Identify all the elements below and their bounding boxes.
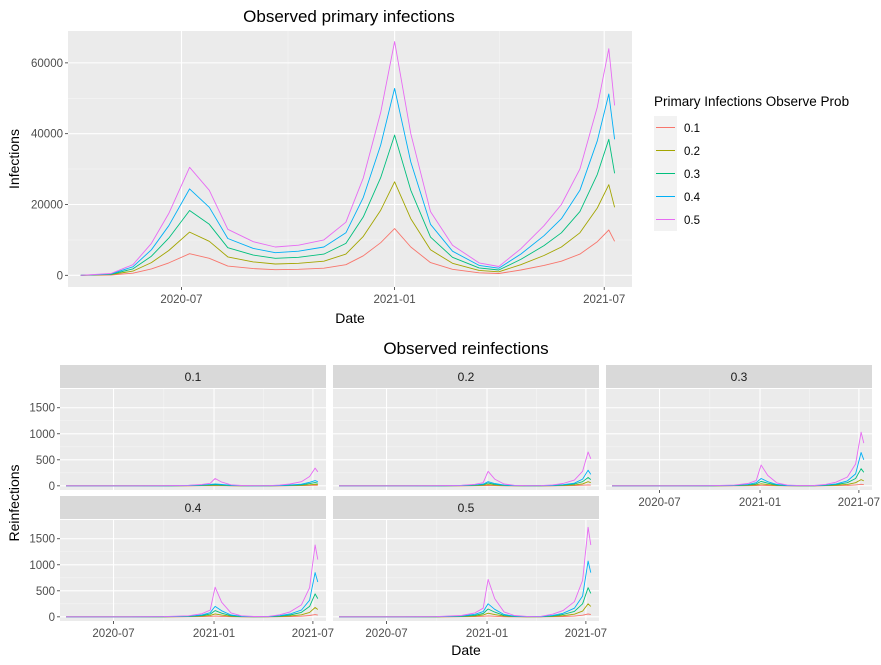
facet-panel-0.5: 0.5 2020-07 2021-01 2021-07 [333,496,607,640]
reinfections-facets: 0.1 0 500 1000 1500 0.2 0.3 2020-07 2021-01 2021-… [29,365,880,640]
series-line-0.1 [80,228,616,276]
facet-series-lines [339,526,592,618]
facet-strip-label: 0.4 [185,501,202,515]
legend-title: Primary Infections Observe Prob [654,94,849,109]
facet-strip [60,496,326,519]
series-line-0.5 [80,41,616,276]
primary-series-lines [80,41,616,276]
x-tick-label: 2021-07 [583,294,625,306]
legend-label: 0.5 [684,215,700,227]
series-line-0.5 [66,467,319,487]
x-tick-label: 2021-07 [292,628,334,640]
facet-panel-0.4: 0.4 0 500 1000 1500 2020-07 2021-01 2021-07 [29,496,334,640]
x-tick-label: 2020-07 [92,628,134,640]
primary-y-axis-title: Infections [6,129,22,189]
y-tick-label: 500 [36,455,55,467]
series-line-0.5 [612,431,865,487]
y-tick-label: 20000 [31,199,63,211]
series-line-0.4 [80,87,616,276]
facet-strip [333,365,599,388]
y-tick-label: 60000 [31,58,63,70]
series-line-0.5 [339,451,592,487]
facet-x-ticks: 2020-07 2021-01 2021-07 [92,621,334,640]
y-tick-label: 40000 [31,129,63,141]
legend-label: 0.1 [684,123,700,135]
facet-plot-panel [333,520,599,621]
facet-x-ticks: 2020-07 2021-01 2021-07 [365,621,607,640]
facet-gridlines [333,520,599,621]
x-tick-label: 2021-01 [373,294,415,306]
primary-gridlines [68,31,632,287]
x-tick-label: 2021-07 [838,497,880,509]
x-tick-label: 2020-07 [638,497,680,509]
y-tick-label: 1500 [29,534,55,546]
facet-plot-panel [60,389,326,490]
y-tick-label: 0 [49,612,55,624]
facet-strip [333,496,599,519]
x-tick-label: 2021-01 [193,628,235,640]
y-tick-label: 1000 [29,429,55,441]
facet-series-lines [339,451,592,487]
y-tick-label: 1500 [29,403,55,415]
primary-x-ticks: 2020-07 2021-01 2021-07 [160,287,625,306]
primary-chart-title: Observed primary infections [243,7,455,26]
reinfections-x-axis-title: Date [451,642,481,658]
primary-infections-chart: Observed primary infections 0 20000 40000 6… [6,7,849,326]
x-tick-label: 2021-01 [466,628,508,640]
primary-x-axis-title: Date [335,310,365,326]
facet-plot-panel [333,389,599,490]
legend-item-0.1: 0.1 [654,116,700,139]
legend-item-0.2: 0.2 [654,139,700,162]
facet-series-lines [66,544,319,618]
facet-panel-0.2: 0.2 [333,365,599,490]
facet-plot-panel [60,520,326,621]
facet-panel-0.1: 0.1 0 500 1000 1500 [29,365,326,493]
reinfections-chart: Observed reinfections 0.1 0 500 1000 1500 0.2… [6,339,880,658]
facet-series-lines [66,467,319,487]
primary-plot-panel [68,31,632,287]
facet-strip [60,365,326,388]
reinfections-y-axis-title: Reinfections [6,464,22,541]
series-line-0.5 [66,544,319,618]
facet-strip [606,365,872,388]
x-tick-label: 2021-01 [739,497,781,509]
facet-x-ticks: 2020-07 2021-01 2021-07 [638,490,880,509]
facet-y-ticks: 0 500 1000 1500 [29,534,60,624]
legend-item-0.4: 0.4 [654,185,701,208]
y-tick-label: 500 [36,586,55,598]
legend-item-0.3: 0.3 [654,162,700,185]
facet-y-ticks: 0 500 1000 1500 [29,403,60,493]
facet-strip-label: 0.3 [731,370,748,384]
facet-panel-0.3: 0.3 2020-07 2021-01 2021-07 [606,365,880,509]
facet-strip-label: 0.5 [458,501,475,515]
legend-label: 0.3 [684,169,700,181]
y-tick-label: 0 [57,270,63,282]
x-tick-label: 2020-07 [365,628,407,640]
y-tick-label: 1000 [29,560,55,572]
y-tick-label: 0 [49,481,55,493]
series-line-0.3 [80,134,616,276]
legend-item-0.5: 0.5 [654,208,700,231]
series-line-0.2 [80,181,616,276]
facet-plot-panel [606,389,872,490]
facet-strip-label: 0.2 [458,370,475,384]
series-line-0.5 [339,526,592,618]
facet-strip-label: 0.1 [185,370,202,384]
primary-y-ticks: 0 20000 40000 60000 [31,58,68,282]
x-tick-label: 2020-07 [160,294,202,306]
legend-label: 0.2 [684,146,700,158]
x-tick-label: 2021-07 [565,628,607,640]
legend: Primary Infections Observe Prob 0.1 0.2 0.… [654,94,849,231]
facet-series-lines [612,431,865,487]
legend-label: 0.4 [684,192,701,204]
reinfections-chart-title: Observed reinfections [383,339,548,358]
